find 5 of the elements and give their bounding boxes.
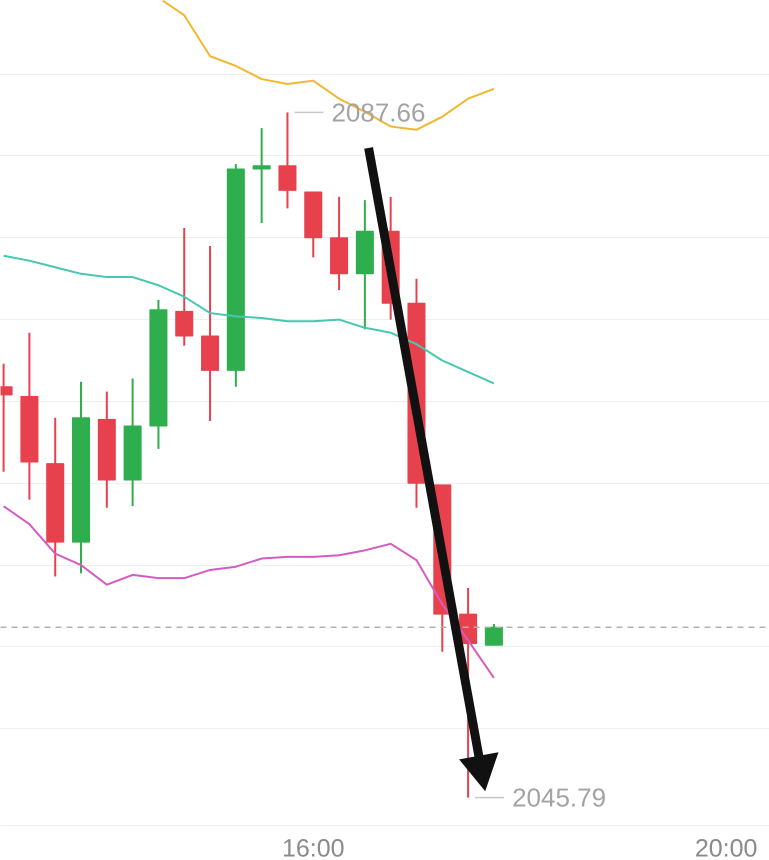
x-tick-label: 16:00 <box>282 834 345 860</box>
candlestick <box>484 622 503 646</box>
x-tick-label: 20:00 <box>694 834 758 860</box>
annotation: 2045.79 <box>512 782 606 813</box>
candlestick <box>252 127 271 224</box>
